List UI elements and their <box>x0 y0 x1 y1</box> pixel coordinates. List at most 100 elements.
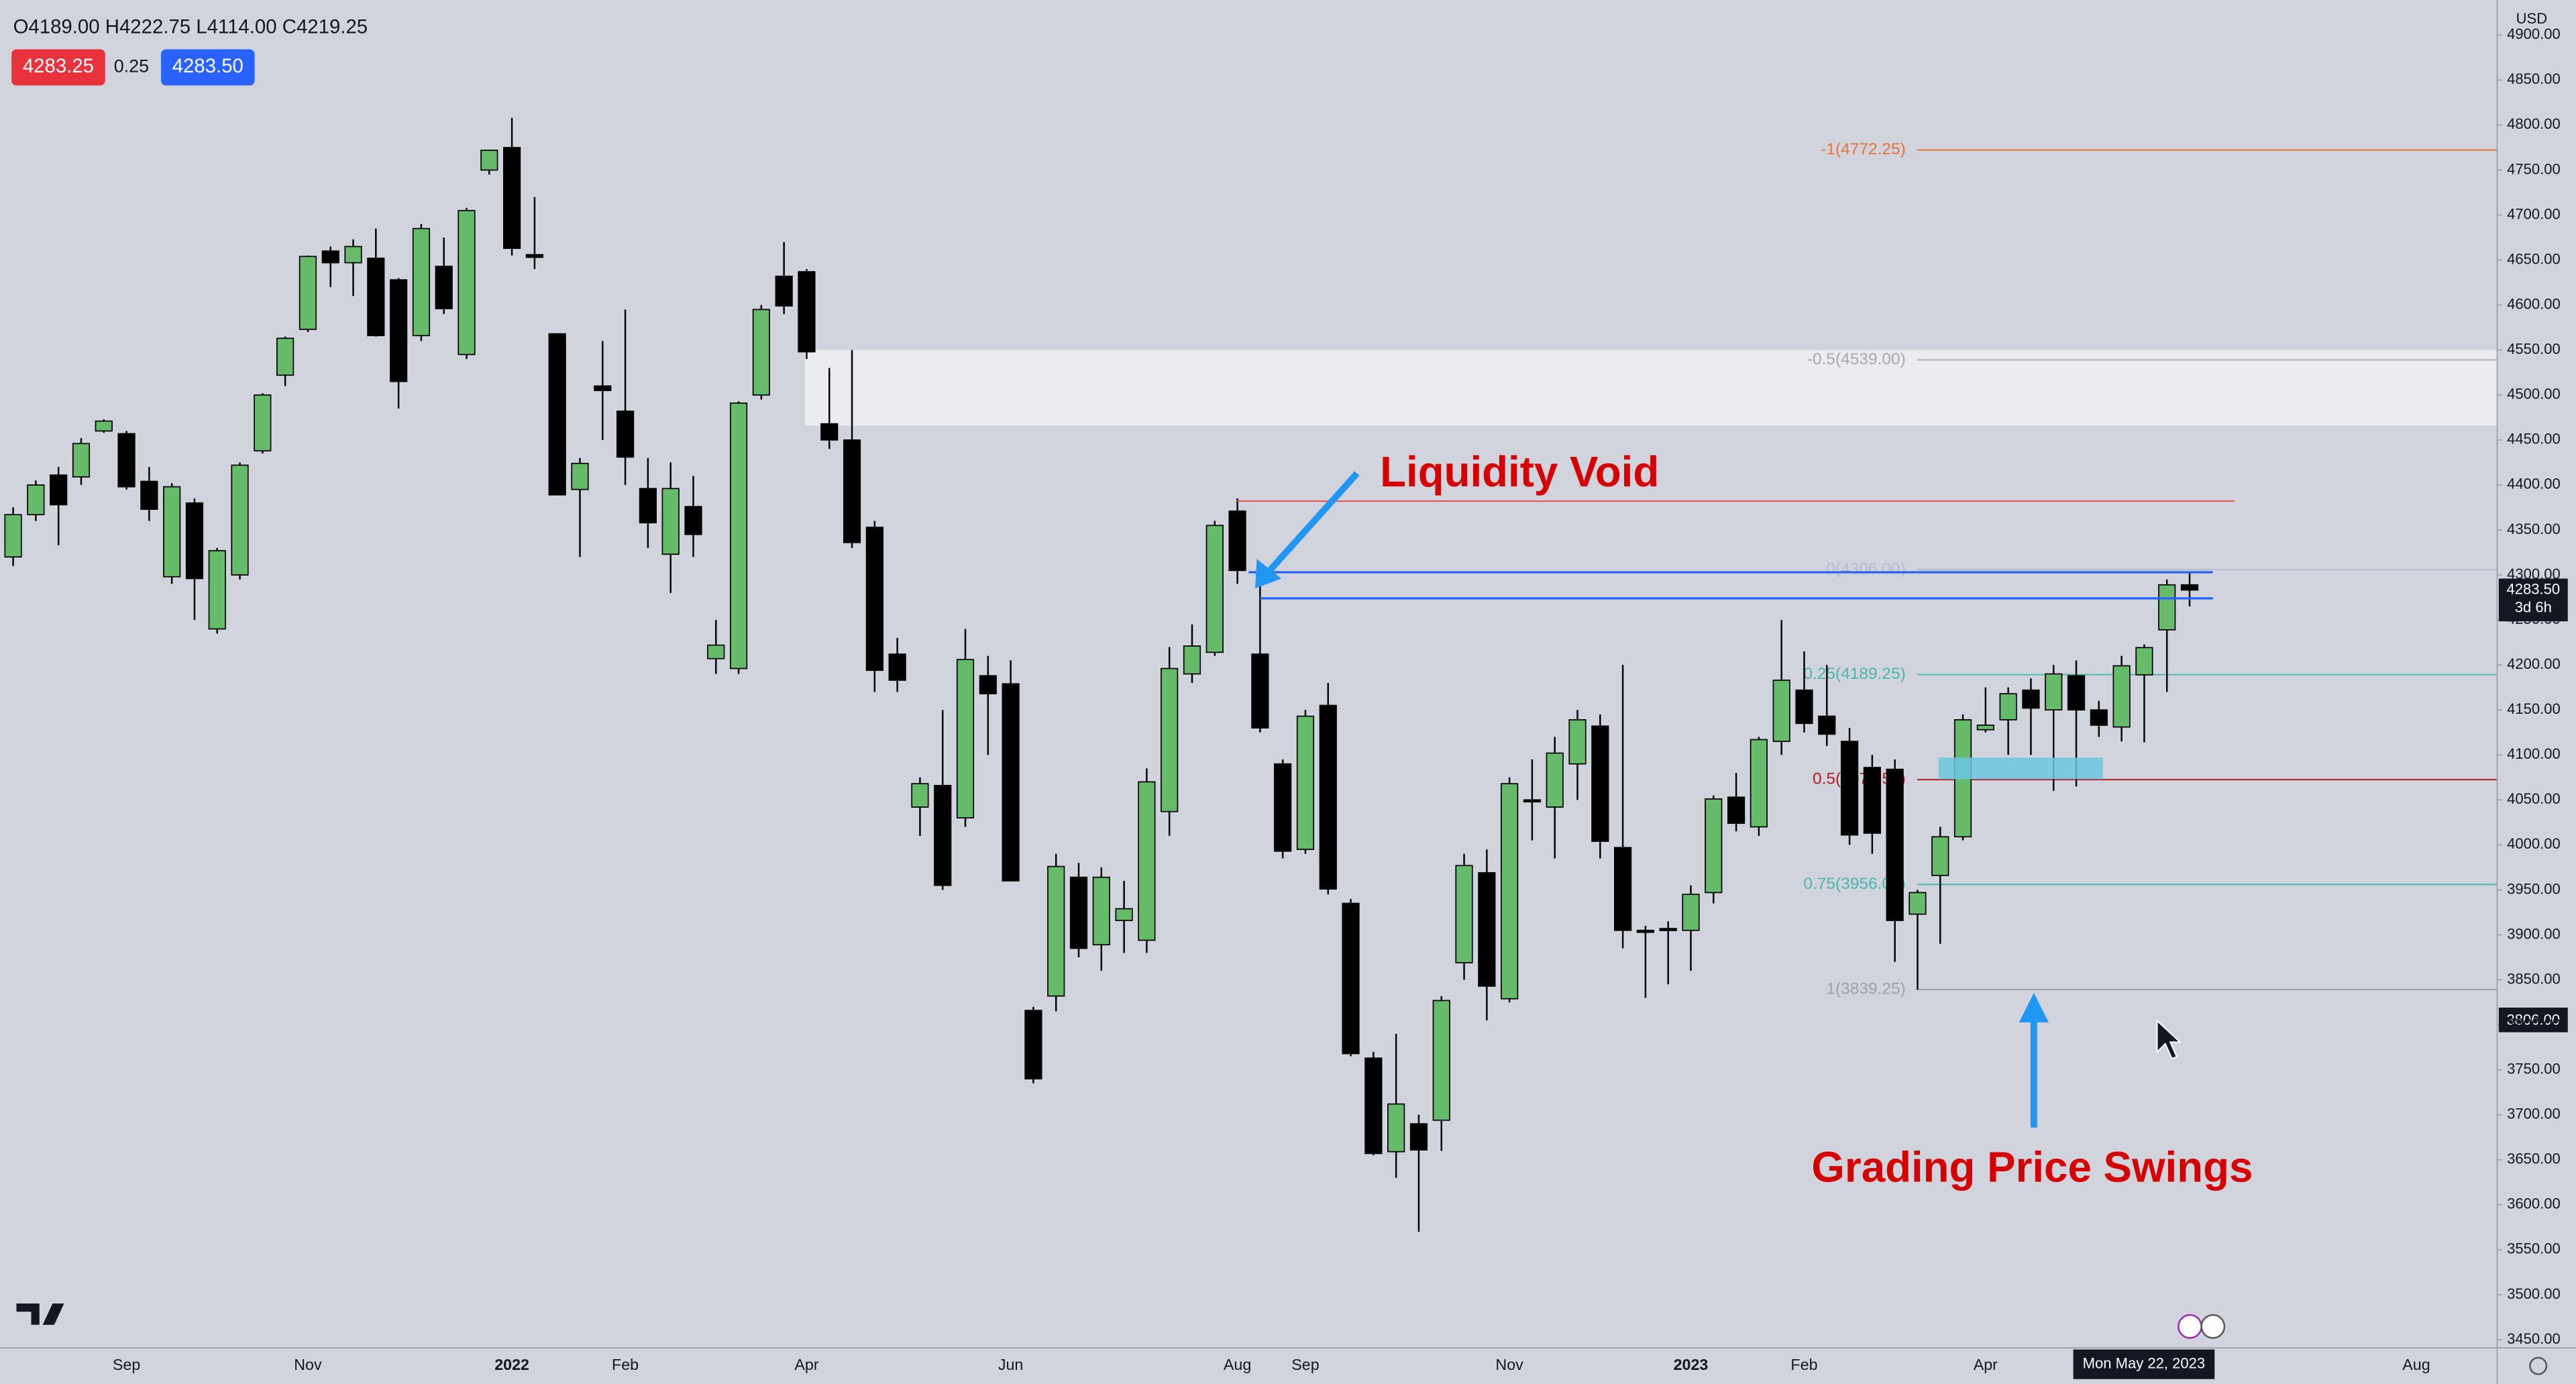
candle-body <box>2158 584 2176 631</box>
cursor <box>2156 1019 2182 1060</box>
candle-body <box>2112 665 2131 728</box>
drawings-back: -1(4772.25) -0.5(4539.00) 0(4306.00) 0.25(4… <box>805 34 2502 1340</box>
icon[interactable] <box>2178 1314 2202 1339</box>
y-tick-label: 3950.00 <box>2507 880 2561 897</box>
candle-body <box>911 783 929 808</box>
arrow-head <box>1255 559 1282 589</box>
candle-body <box>1523 799 1542 803</box>
last-price: 4283.50 <box>2507 580 2561 597</box>
candle-body <box>1840 741 1859 836</box>
y-tick-label: 4200.00 <box>2507 655 2561 672</box>
candle-body <box>548 333 566 496</box>
candle-body <box>254 394 272 451</box>
candle-body <box>1296 715 1315 850</box>
candle-body <box>594 385 612 391</box>
y-tick-label: 4600.00 <box>2507 295 2561 312</box>
y-tick-label: 3450.00 <box>2507 1330 2561 1347</box>
candle-body <box>1750 739 1768 828</box>
candle-body <box>50 474 68 506</box>
candle-body <box>729 402 748 670</box>
y-tick-label: 3850.00 <box>2507 970 2561 987</box>
y-tick-label: 3550.00 <box>2507 1240 2561 1257</box>
candle-body <box>1863 767 1881 834</box>
candle-body <box>1024 1010 1042 1079</box>
settings-icon[interactable] <box>2529 1356 2548 1375</box>
candle-body <box>1886 768 1904 921</box>
x-tick-label: Aug <box>2402 1356 2430 1373</box>
candle-body <box>503 147 521 250</box>
candle-body <box>934 784 952 886</box>
demand-box <box>1938 757 2103 780</box>
logo[interactable] <box>16 1303 64 1325</box>
candle-body <box>1613 847 1632 931</box>
y-tick-label: 4550.00 <box>2507 341 2561 358</box>
y-tick-label: 4650.00 <box>2507 250 2561 267</box>
ask-price[interactable]: 4283.50 <box>172 55 244 77</box>
candle-body <box>1115 908 1133 921</box>
fib-label: 1(3839.25) <box>1826 979 1905 998</box>
spread: 0.25 <box>114 56 149 76</box>
candle-body <box>661 488 680 555</box>
x-tick-label: Sep <box>1291 1356 1319 1373</box>
candle-body <box>1999 693 2017 721</box>
candle-body <box>1568 719 1587 765</box>
y-tick-label: 4500.00 <box>2507 386 2561 403</box>
candle-body <box>367 258 385 337</box>
candle-body <box>208 549 226 630</box>
candle-body <box>321 250 339 264</box>
candle-body <box>1409 1123 1428 1151</box>
candle-body <box>117 433 136 488</box>
candle-body <box>888 653 906 681</box>
x-tick-label: Apr <box>1974 1356 1998 1373</box>
candle-body <box>458 209 476 356</box>
arrow-head <box>2019 992 2049 1022</box>
fib-label: -0.5(4539.00) <box>1807 350 1906 368</box>
y-tick-label: 3750.00 <box>2507 1060 2561 1077</box>
candle-body <box>571 462 589 490</box>
candle-body <box>1727 796 1746 824</box>
annotation: Grading Price Swings <box>1811 1143 2253 1191</box>
candle-body <box>1976 725 1994 731</box>
countdown: 3d 6h <box>2515 598 2552 615</box>
x-tick-label: 2023 <box>1674 1356 1709 1373</box>
candle-body <box>95 420 113 432</box>
candle-body <box>1931 836 1949 876</box>
candle-body <box>140 480 158 510</box>
candle-body <box>1432 1000 1450 1121</box>
candle-body <box>412 227 431 337</box>
candle-body <box>1682 894 1700 931</box>
y-tick-label: 4350.00 <box>2507 521 2561 537</box>
drawings-front <box>1237 500 2235 780</box>
y-tick-label: 4150.00 <box>2507 700 2561 717</box>
candle-body <box>1183 645 1201 675</box>
candle-body <box>525 254 543 258</box>
y-tick-label: 3900.00 <box>2507 925 2561 942</box>
candle-body <box>2067 675 2086 711</box>
icon[interactable] <box>2200 1314 2226 1339</box>
crosshair-price: 3806.00 <box>2507 1011 2561 1028</box>
y-tick-label: 4400.00 <box>2507 476 2561 492</box>
candle-body <box>1342 902 1360 1055</box>
candle-body <box>27 484 45 516</box>
candle-body <box>752 309 770 396</box>
candle-body <box>707 644 725 659</box>
currency[interactable]: USD <box>2516 10 2548 27</box>
annotation: Liquidity Void <box>1380 448 1659 496</box>
candle-body <box>1228 510 1246 572</box>
candle-body <box>843 439 861 543</box>
candle-body <box>1319 704 1337 890</box>
candle-body <box>1364 1057 1383 1155</box>
ask-box[interactable] <box>161 49 255 86</box>
candle-body <box>299 256 317 330</box>
bid-box[interactable] <box>11 49 105 86</box>
candle-body <box>775 275 793 307</box>
candle-body <box>1092 876 1110 946</box>
y-tick-label: 3650.00 <box>2507 1151 2561 1167</box>
x-tick-label: Feb <box>612 1356 639 1373</box>
candle-body <box>480 150 498 171</box>
candle-body <box>1546 752 1564 808</box>
bid-price[interactable]: 4283.25 <box>23 55 94 77</box>
candle-body <box>1274 763 1292 852</box>
